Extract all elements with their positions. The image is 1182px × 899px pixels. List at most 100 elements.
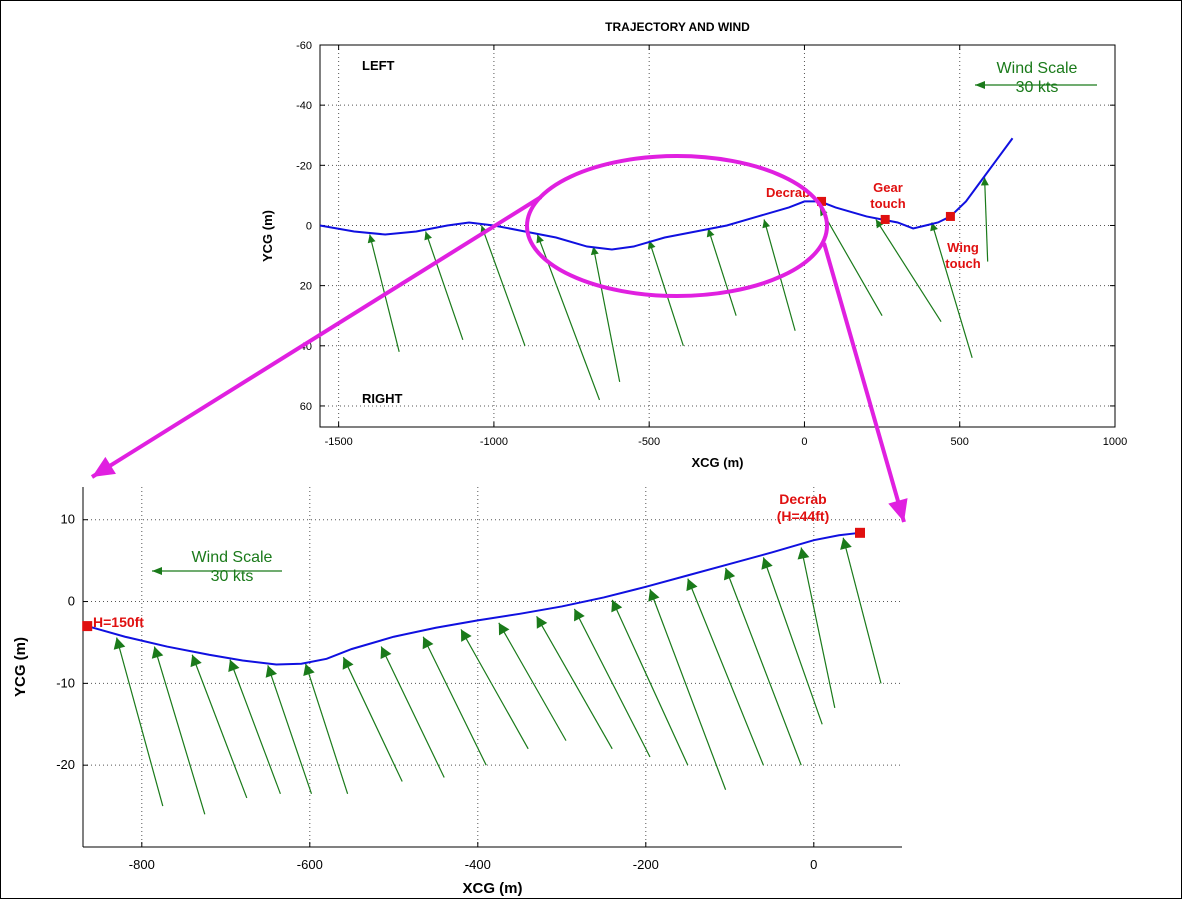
- wind-arrow-head: [190, 654, 202, 668]
- marker-decrab: [817, 196, 827, 206]
- y-tick-label: -20: [56, 757, 75, 772]
- wind-arrow-head: [113, 637, 126, 650]
- side-label-left: LEFT: [362, 58, 395, 73]
- zoom-arrow-left-shaft: [90, 195, 543, 479]
- wind-arrow-shaft: [342, 656, 403, 782]
- y-tick-label: -10: [56, 675, 75, 690]
- wind-arrow-shaft: [649, 589, 727, 790]
- wind-arrow-head: [797, 547, 810, 560]
- wind-arrow-head: [536, 234, 544, 244]
- x-axis-label: XCG (m): [692, 455, 744, 470]
- wind-arrow-shaft: [191, 654, 248, 799]
- x-tick-label: -600: [297, 857, 323, 872]
- wind-arrow-head: [706, 228, 715, 238]
- wind-arrow-head: [723, 568, 736, 581]
- wind-arrow-head: [151, 646, 164, 659]
- wind-arrow-shaft: [573, 608, 651, 758]
- wind-arrow-shaft: [480, 225, 526, 346]
- x-tick-label: -400: [465, 857, 491, 872]
- wind-scale-arrowhead: [152, 567, 162, 575]
- wind-arrow-shaft: [116, 637, 164, 807]
- wind-arrow-shaft: [422, 636, 487, 766]
- y-axis-label: YCG (m): [12, 637, 29, 697]
- wind-scale-value: 30 kts: [1016, 79, 1059, 96]
- marker-h150: [82, 621, 93, 632]
- wind-arrow-head: [422, 636, 434, 650]
- wind-arrow-shaft: [425, 231, 464, 340]
- wind-scale-value: 30 kts: [211, 568, 254, 585]
- wind-arrows: [113, 537, 882, 815]
- x-tick-label: 0: [801, 436, 807, 448]
- wind-arrow-shaft: [611, 599, 689, 766]
- y-axis-label: YCG (m): [260, 210, 275, 262]
- wind-arrow-shaft: [153, 646, 206, 815]
- x-tick-label: -500: [638, 436, 660, 448]
- x-axis-label: XCG (m): [463, 880, 523, 897]
- wind-arrow-head: [648, 589, 660, 602]
- wind-arrow-head: [840, 537, 852, 550]
- wind-arrow-head: [424, 231, 432, 241]
- x-tick-label: -200: [633, 857, 659, 872]
- side-label-right: RIGHT: [362, 391, 403, 406]
- wind-arrow-shaft: [687, 578, 764, 766]
- x-tick-label: 0: [810, 857, 817, 872]
- wind-arrow-shaft: [380, 646, 445, 778]
- marker-label-decrab: Decrab (H=44ft): [777, 491, 830, 524]
- callout-overlay: [90, 154, 908, 523]
- wind-arrow-head: [611, 599, 623, 613]
- axes-box: [319, 44, 1116, 428]
- y-tick-label: 0: [306, 220, 312, 232]
- y-tick-label: -20: [296, 160, 312, 172]
- top-trajectory-chart: -1500 -1000 -500 0 500 1000-60-40-200204060XC…: [260, 20, 1127, 470]
- wind-scale-label: Wind Scale: [192, 549, 273, 566]
- trajectory-line: [86, 531, 861, 666]
- wind-arrow-head: [590, 246, 599, 256]
- zoom-arrow-right-head: [888, 498, 908, 522]
- wind-arrow-shaft: [267, 665, 313, 795]
- wind-arrow-head: [536, 616, 548, 629]
- x-tick-label: -800: [129, 857, 155, 872]
- zoomed-trajectory-chart: -800 -600 -400 -200 0 10 0 -10 -20 XCG (m) YCG (m)…: [12, 487, 902, 897]
- wind-arrow-shaft: [819, 207, 883, 317]
- wind-arrow-shaft: [536, 615, 613, 750]
- x-tick-label: 500: [951, 436, 969, 448]
- x-tick-label: -1000: [480, 436, 508, 448]
- wind-arrow-shaft: [842, 537, 882, 684]
- wind-arrow-shaft: [648, 240, 684, 346]
- wind-arrow-head: [762, 219, 771, 229]
- marker-decrab: [855, 527, 865, 538]
- y-tick-label: 0: [68, 594, 75, 609]
- wind-arrow-head: [342, 657, 354, 670]
- wind-arrow-shaft: [983, 177, 989, 262]
- wind-arrow-shaft: [229, 659, 281, 795]
- zoom-arrow-right-shaft: [822, 242, 906, 523]
- marker-label-decrab: Decrab: [766, 185, 810, 200]
- wind-arrow-head: [574, 608, 585, 622]
- marker-gear-touch: [880, 214, 890, 224]
- y-tick-label: -40: [296, 100, 312, 112]
- wind-arrow-head: [303, 663, 315, 677]
- wind-arrow-head: [265, 665, 278, 678]
- wind-arrow-head: [875, 219, 884, 229]
- zoom-arrow-left-head: [92, 456, 116, 477]
- marker-label-gear-touch: Gear touch: [870, 180, 905, 211]
- wind-arrow-shaft: [875, 219, 942, 323]
- wind-scale-arrowhead: [975, 81, 985, 89]
- y-tick-label: -60: [296, 40, 312, 52]
- marker-wing-touch: [945, 211, 955, 221]
- wind-arrow-head: [228, 659, 240, 673]
- marker-label-h150: H=150ft: [93, 614, 144, 630]
- wind-arrow-shaft: [460, 629, 529, 750]
- wind-arrow-head: [761, 557, 773, 570]
- y-tick-label: 60: [300, 401, 312, 413]
- wind-arrow-shaft: [725, 567, 802, 766]
- trajectory-line: [319, 137, 1014, 251]
- x-tick-label: -1500: [325, 436, 353, 448]
- wind-arrow-head: [367, 234, 376, 244]
- wind-arrow-shaft: [762, 557, 823, 725]
- wind-arrow-shaft: [800, 547, 836, 709]
- wind-arrow-head: [380, 646, 392, 660]
- wind-arrow-shaft: [707, 228, 737, 316]
